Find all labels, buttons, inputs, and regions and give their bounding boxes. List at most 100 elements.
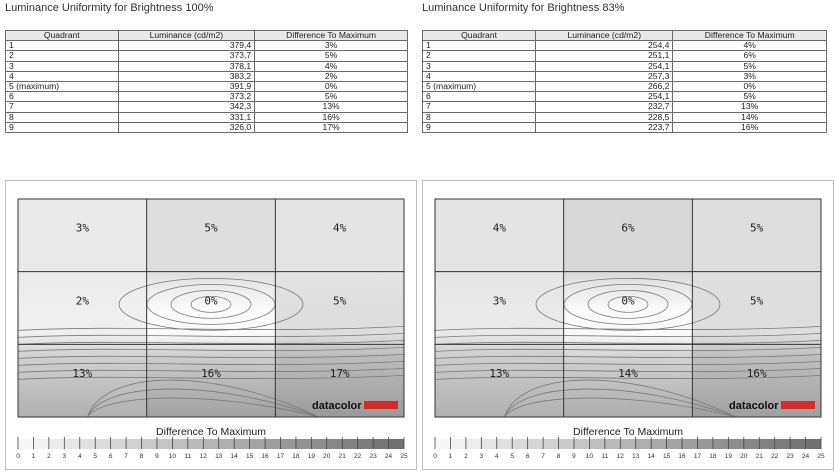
scale-tick-label: 20 [740,453,748,460]
heatmap-column-fill [275,199,405,417]
scale-segment [79,439,96,449]
scale-segment [512,439,528,449]
contour-line [434,374,822,380]
table-cell: 3 [421,60,537,72]
table-row: 3 378,1 4% [5,60,408,72]
scale-tick-label: 8 [140,453,144,460]
scale-segment [435,439,451,449]
heatmap-column-fill [692,199,822,417]
cell-label: 5% [333,294,347,307]
scale-segment [326,439,343,449]
scale-tick-label: 7 [124,453,128,460]
table-cell: 16% [254,111,408,123]
contour-line [434,360,822,366]
scale-segment [635,439,652,449]
heatmap-chart-83: 4% 6% 5% 3% 0% 5% 13% 14% 16% datacolor Difference… [433,198,825,460]
table-cell: 8 [421,111,537,123]
scale-segment [187,439,204,449]
scale-segment [651,439,667,449]
heatmap-column-fill [435,199,565,417]
table-cell: 266,2 [535,81,674,93]
cell-label: 5% [750,294,764,307]
table-cell: 223,7 [535,121,674,134]
scale-segment [295,439,312,449]
scale-segment [604,439,621,449]
datacolor-logo: datacolor [729,400,779,412]
contour-line [504,397,737,418]
cell-label: 14% [618,367,638,380]
column-header: Difference To Maximum [254,29,408,42]
scale-tick-label: 19 [308,453,316,460]
table-cell: 6% [672,50,827,62]
uniformity-table-100: Quadrant Luminance (cd/m2) Difference To M… [5,29,408,134]
table-cell: 7 [421,101,537,113]
contour-line [17,332,405,338]
scale-tick-label: 24 [385,453,393,460]
scale-segment [311,439,327,449]
table-cell: 2 [421,50,537,62]
table-cell: 251,1 [535,50,674,62]
heatmap-chart-100: 3% 5% 4% 2% 0% 5% 13% 16% 17% datacolor Difference… [16,198,408,460]
table-cell: 331,1 [117,111,256,123]
scale-segment [481,439,497,449]
contour-ellipse [607,295,649,313]
heatmap-border [17,198,405,418]
table-cell: 13% [672,101,827,113]
table-cell: 342,3 [117,101,256,113]
table-cell: 3% [672,70,827,83]
scale-segment [496,439,513,449]
heatmap-column-fill [146,199,276,417]
datacolor-logo-bar [781,401,815,409]
contour-ellipse [535,277,721,331]
cell-label: 3% [493,294,507,307]
datacolor-logo-bar [364,401,398,409]
heatmap-column-fill [18,199,148,417]
scale-segment [620,439,636,449]
scale-segment [527,439,544,449]
scale-tick-label: 8 [557,453,561,460]
scale-tick-label: 24 [802,453,810,460]
scale-tick-label: 9 [572,453,576,460]
table-cell: 9 [421,121,537,134]
scale-tick-label: 21 [339,453,347,460]
scale-tick-label: 0 [433,453,437,460]
table-cell: 254,1 [535,60,674,72]
scale-tick-label: 2 [464,453,468,460]
table-title-100: Luminance Uniformity for Brightness 100% [5,2,214,14]
scale-segment [357,439,374,449]
scale-tick-label: 10 [586,453,594,460]
scale-segment [682,439,698,449]
scale-segment [203,439,219,449]
table-cell: 6 [421,91,537,103]
contour-line [434,353,822,359]
cell-label: 13% [489,367,509,380]
table-cell: 228,5 [535,111,674,123]
table-cell: 3% [254,40,408,52]
scale-segment [728,439,744,449]
scale-segment [589,439,605,449]
scale-tick-label: 3 [480,453,484,460]
scale-segment [558,439,574,449]
table-row: 1 254,4 4% [421,40,827,52]
contour-line [17,360,405,366]
contour-line [17,346,405,352]
table-row: 5 (maximum) 266,2 0% [421,81,827,93]
scale-tick-label: 6 [526,453,530,460]
scale-tick-label: 4 [78,453,82,460]
table-cell: 378,1 [117,60,256,72]
contour-line [17,339,405,345]
scale-tick-label: 18 [292,453,300,460]
table-row: 8 228,5 14% [421,111,827,123]
scale-tick-label: 5 [510,453,514,460]
heatmap-border [434,198,822,418]
scale-tick-label: 14 [231,453,239,460]
table-cell: 4% [672,40,827,52]
table-row: 5 (maximum) 391,9 0% [5,81,408,93]
scale-tick-label: 15 [663,453,671,460]
cell-label: 6% [621,222,635,235]
scale-segment [759,439,775,449]
contour-line [504,379,737,418]
cell-label: 2% [76,294,90,307]
cell-label: 17% [330,367,350,380]
table-cell: 2 [5,50,119,62]
